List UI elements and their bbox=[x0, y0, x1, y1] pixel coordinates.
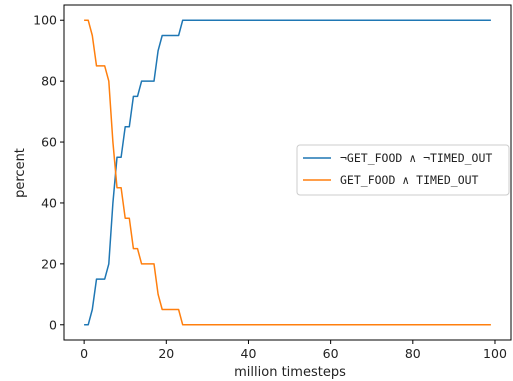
x-tick-label: 60 bbox=[323, 346, 339, 361]
y-tick-label: 100 bbox=[33, 13, 57, 28]
y-tick-label: 0 bbox=[49, 317, 57, 332]
y-tick-label: 60 bbox=[41, 135, 57, 150]
plot-frame bbox=[63, 4, 512, 341]
y-axis-label: percent bbox=[13, 148, 28, 198]
y-tick-label: 20 bbox=[41, 256, 57, 271]
y-tick-label: 80 bbox=[41, 74, 57, 89]
legend-label-2: GET_FOOD ∧ TIMED_OUT bbox=[340, 173, 479, 187]
y-tick-label: 40 bbox=[41, 195, 57, 210]
x-tick-label: 40 bbox=[241, 346, 257, 361]
x-tick-label: 0 bbox=[80, 346, 88, 361]
tick-layer: 0 20 40 60 80 100 0 20 40 60 80 100 bbox=[33, 13, 507, 361]
series-line-2 bbox=[84, 19, 491, 326]
x-tick-label: 80 bbox=[405, 346, 421, 361]
x-tick-label: 100 bbox=[483, 346, 507, 361]
x-tick-label: 20 bbox=[158, 346, 174, 361]
legend: ¬GET_FOOD ∧ ¬TIMED_OUT GET_FOOD ∧ TIMED_… bbox=[296, 144, 510, 196]
series-line-1 bbox=[84, 19, 491, 326]
plot-area bbox=[63, 4, 512, 341]
legend-label-1: ¬GET_FOOD ∧ ¬TIMED_OUT bbox=[340, 151, 492, 165]
x-axis-label: million timesteps bbox=[234, 365, 346, 380]
legend-frame bbox=[296, 144, 510, 196]
